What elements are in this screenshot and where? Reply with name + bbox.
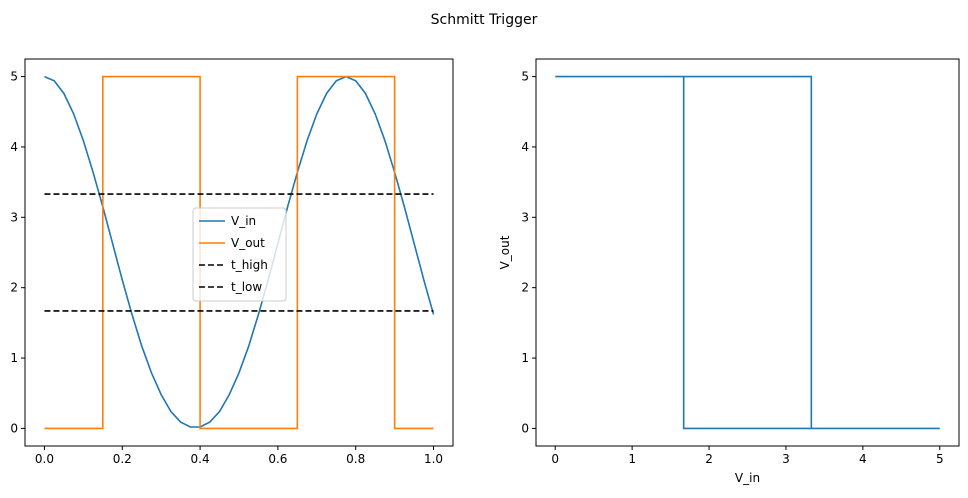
- y-tick-label: 1: [521, 351, 529, 365]
- y-tick-label: 4: [10, 140, 18, 154]
- y-tick-label: 2: [521, 281, 529, 295]
- y-tick-label: 5: [521, 70, 529, 84]
- y-tick-label: 1: [10, 351, 18, 365]
- transfer-characteristic-chart: 0 1 2 3 4 5 0 1 2 3 4 5 V_in V_out: [498, 58, 960, 485]
- transfer-series-line: [555, 75, 940, 430]
- legend-label: V_out: [231, 236, 265, 250]
- v-in-series-line: [44, 75, 435, 428]
- x-tick-label: 0.6: [268, 452, 287, 466]
- x-tick-label: 0: [551, 452, 559, 466]
- x-tick-label: 5: [936, 452, 944, 466]
- x-tick-label: 0.8: [346, 452, 365, 466]
- v-out-series-line: [44, 75, 434, 430]
- y-tick-label: 3: [521, 210, 529, 224]
- x-tick-label: 0.2: [113, 452, 132, 466]
- legend-box: [192, 207, 287, 302]
- y-tick-label: 5: [10, 70, 18, 84]
- y-tick-label: 3: [10, 210, 18, 224]
- legend-label: V_in: [231, 214, 256, 228]
- y-axis-label: V_out: [498, 235, 512, 269]
- y-tick-label: 2: [10, 281, 18, 295]
- y-tick-label: 0: [521, 421, 529, 435]
- timeseries-chart: 0.0 0.2 0.4 0.6 0.8 1.0 0 1 2 3 4 5 V_in V_out t_hight…: [10, 58, 454, 466]
- x-tick-label: 2: [705, 452, 713, 466]
- y-tick-label: 0: [10, 421, 18, 435]
- x-tick-label: 1: [628, 452, 636, 466]
- x-tick-label: 0.0: [35, 452, 54, 466]
- x-tick-label: 3: [782, 452, 790, 466]
- x-axis-label: V_in: [735, 471, 760, 485]
- legend-label: t_low: [231, 280, 262, 294]
- figure-title: Schmitt Trigger: [431, 12, 538, 28]
- y-tick-label: 4: [521, 140, 529, 154]
- plot-frame: [24, 58, 454, 447]
- x-tick-label: 0.4: [191, 452, 210, 466]
- plot-frame: [535, 58, 960, 447]
- x-tick-label: 1.0: [424, 452, 443, 466]
- x-tick-label: 4: [859, 452, 867, 466]
- legend-label: t_high: [231, 258, 268, 272]
